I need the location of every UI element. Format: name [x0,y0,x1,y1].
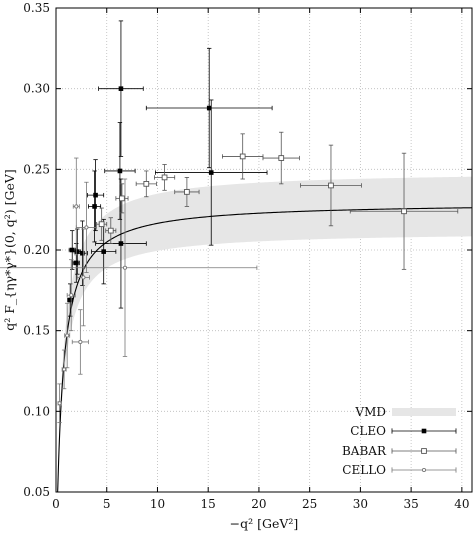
legend-item-cleo: CLEO [350,424,457,438]
legend-band-swatch [392,408,456,416]
cello-marker [62,367,67,372]
legend-label: CLEO [350,424,386,438]
cello-point [66,259,76,332]
legend-item-vmd: VMD [354,405,456,419]
babar-marker [239,153,246,160]
legend-item-babar: BABAR [342,444,457,458]
babar-marker [421,448,427,454]
cleo-point [104,122,136,220]
x-tick-label: 10 [150,497,165,511]
cleo-point [76,220,88,286]
x-tick-label: 20 [251,497,266,511]
cleo-point [67,283,74,317]
cello-marker [84,225,89,230]
cleo-marker [101,249,106,254]
x-tick-label: 35 [403,497,418,511]
babar-marker [184,189,190,195]
vmd-band [56,176,473,493]
cello-marker [74,204,79,209]
babar-point [174,176,200,207]
cleo-marker [67,297,73,303]
cleo-marker [208,170,214,175]
cleo-marker [421,428,427,434]
babar-marker [278,155,285,161]
x-tick-label: 30 [353,497,368,511]
babar-marker [98,221,105,228]
babar-point [221,133,264,180]
data-points [0,20,459,424]
cleo-marker [93,192,98,198]
cleo-marker [118,241,124,246]
cello-marker [57,401,62,406]
legend-label: BABAR [342,444,387,458]
vmd-curve [56,207,473,493]
babar-point [135,170,157,198]
babar-point [154,164,176,191]
babar-point [262,131,300,185]
x-tick-label: 5 [103,497,111,511]
cleo-marker [206,105,212,111]
babar-marker [161,174,168,181]
babar-marker [119,195,125,202]
cello-point [57,383,62,424]
cleo-point [91,218,117,285]
y-tick-label: 0.35 [23,1,50,15]
legend: VMD CLEO BABAR CELLO [342,405,457,477]
babar-marker [328,182,334,189]
series-babar [96,131,459,270]
cleo-point [87,159,105,232]
y-axis-label: q² F_{ηγ*γ*}(0, q²) [GeV] [2,169,17,331]
series-cello [0,157,258,424]
x-tick-label: 40 [454,497,469,511]
y-tick-label: 0.05 [23,485,50,499]
y-tick-label: 0.30 [23,82,50,96]
x-tick-label: 25 [302,497,317,511]
x-axis-label: −q² [GeV²] [230,516,299,531]
series-cleo [67,20,273,317]
babar-point [96,207,108,241]
babar-marker [401,208,407,215]
cleo-marker [118,86,124,91]
cleo-marker [117,168,123,174]
cello-marker [65,333,70,338]
babar-point [115,183,129,214]
legend-item-cello: CELLO [342,463,457,477]
y-tick-label: 0.20 [23,243,50,257]
y-tick-label: 0.15 [23,324,50,338]
cello-point [61,349,67,390]
cleo-point [98,20,144,157]
cello-marker [122,265,128,270]
legend-label: CELLO [342,463,386,477]
babar-marker [107,227,114,234]
y-tick-label: 0.25 [23,162,50,176]
cello-point [72,157,80,256]
cello-marker [421,467,427,473]
cello-marker [81,275,86,280]
x-tick-label: 0 [52,497,60,511]
x-tick-label: 15 [201,497,216,511]
cleo-marker [69,247,75,253]
babar-marker [143,181,150,187]
cleo-point [155,99,268,246]
cello-point [76,228,90,327]
cleo-marker [80,250,85,256]
cello-point [71,309,89,375]
y-tick-label: 0.10 [23,404,50,418]
cleo-marker [73,260,79,266]
axis-ticks: 0 5 10 15 20 25 30 35 40 0.05 0.10 0.15 0.20 0.25 0.30… [23,1,472,511]
cello-marker [78,339,83,345]
cello-point [0,178,258,357]
cleo-marker [92,204,97,209]
cello-point [75,181,97,273]
legend-label: VMD [354,405,386,419]
babar-point [105,217,117,244]
cleo-point [145,47,273,169]
cello-point [64,302,71,369]
cello-marker [69,293,74,298]
babar-point [349,152,459,270]
babar-point [300,144,362,227]
